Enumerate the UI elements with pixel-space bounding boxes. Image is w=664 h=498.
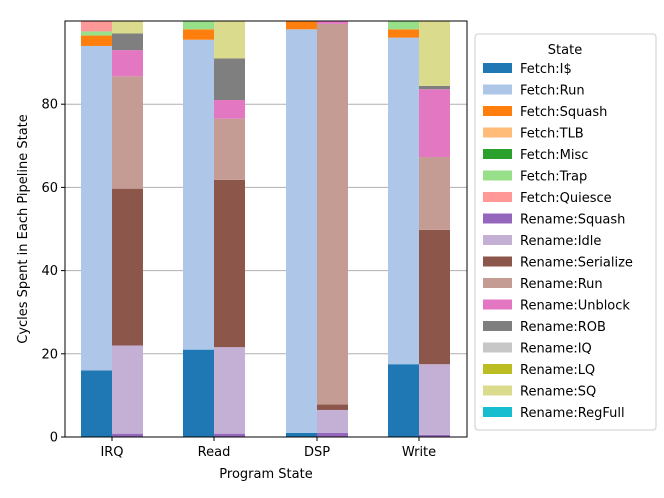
legend-label-fetch-tlb: Fetch:TLB <box>520 127 584 142</box>
legend-label-rename-regfull: Rename:RegFull <box>520 406 625 421</box>
bar-segment-dsp-rename-squash <box>317 432 348 437</box>
y-axis-label: Cycles Spent in Each Pipeline State <box>16 114 31 344</box>
legend-swatch-rename-rob <box>483 321 512 331</box>
legend-label-fetch-misc: Fetch:Misc <box>520 148 588 163</box>
x-tick-label-read: Read <box>198 445 231 460</box>
bar-segment-write-rename-run <box>419 157 450 230</box>
bar-segment-read-fetch-trap <box>183 21 214 30</box>
x-axis-label: Program State <box>219 467 312 482</box>
legend-swatch-fetch-squash <box>483 106 512 116</box>
legend-swatch-rename-serialize <box>483 256 512 267</box>
bar-segment-read-rename-sq <box>214 21 245 59</box>
bar-segment-read-rename-serialize <box>214 179 245 348</box>
plot-frame <box>64 20 468 438</box>
legend-label-fetch-squash: Fetch:Squash <box>520 105 607 120</box>
bar-segment-write-rename-rob <box>419 85 450 90</box>
legend-swatch-rename-lq <box>483 364 512 374</box>
legend-swatch-rename-run <box>483 278 512 288</box>
legend-swatch-rename-sq <box>483 385 512 396</box>
bar-segment-irq-rename-squash <box>112 433 143 437</box>
bar-segment-read-fetch-squash <box>183 29 214 40</box>
bar-segment-irq-rename-unblock <box>112 50 143 77</box>
bar-segment-dsp-fetch-run <box>286 29 317 433</box>
bar-segment-dsp-rename-serialize <box>317 404 348 410</box>
bar-segment-irq-rename-sq <box>112 21 143 34</box>
legend-label-rename-rob: Rename:ROB <box>520 320 606 335</box>
legend-label-rename-serialize: Rename:Serialize <box>520 256 633 271</box>
bar-segment-write-fetch-trap <box>388 21 419 30</box>
bar-segment-read-fetch-run <box>183 39 214 350</box>
legend: State Fetch:I$ Fetch:Run Fetch:Squash Fetch… <box>474 33 657 431</box>
y-tick-label: 60 <box>41 181 58 196</box>
legend-label-rename-lq: Rename:LQ <box>520 363 595 378</box>
axis-ticks: 0 20 40 60 80 IRQ Read DSP Write <box>41 98 436 460</box>
x-tick-label-irq: IRQ <box>100 445 123 460</box>
bar-segment-dsp-fetch-squash <box>286 21 317 30</box>
bar-segment-read-rename-rob <box>214 58 245 101</box>
legend-box <box>474 33 657 431</box>
y-tick-label: 80 <box>41 98 58 113</box>
bar-segment-read-fetch-i <box>183 349 214 437</box>
x-tick-label-write: Write <box>402 445 436 460</box>
bar-segment-irq-fetch-squash <box>81 35 112 46</box>
bar-segment-irq-fetch-trap <box>81 31 112 36</box>
bar-segment-write-rename-idle <box>419 364 450 435</box>
legend-label-fetch-i: Fetch:I$ <box>520 62 572 77</box>
bar-segment-irq-fetch-run <box>81 45 112 371</box>
y-tick-label: 0 <box>50 431 58 446</box>
legend-label-rename-sq: Rename:SQ <box>520 385 596 400</box>
y-tick-label: 20 <box>41 347 58 362</box>
legend-swatch-fetch-trap <box>483 170 512 181</box>
x-tick-label-dsp: DSP <box>304 445 330 460</box>
legend-label-fetch-trap: Fetch:Trap <box>520 170 587 185</box>
legend-swatch-rename-idle <box>483 235 512 245</box>
legend-label-rename-idle: Rename:Idle <box>520 234 601 249</box>
bar-segment-read-rename-run <box>214 118 245 180</box>
bar-segment-irq-fetch-i <box>81 370 112 437</box>
bar-segment-read-rename-idle <box>214 347 245 434</box>
bar-segment-write-rename-unblock <box>419 89 450 158</box>
bar-segment-write-rename-squash <box>419 434 450 437</box>
legend-label-rename-squash: Rename:Squash <box>520 213 625 228</box>
legend-swatch-fetch-tlb <box>483 127 512 138</box>
bar-segment-dsp-rename-idle <box>317 409 348 433</box>
bar-segment-irq-rename-run <box>112 76 143 189</box>
bar-segment-write-fetch-squash <box>388 29 419 38</box>
bar-segment-write-rename-sq <box>419 21 450 86</box>
bar-segment-read-rename-unblock <box>214 100 245 119</box>
bar-segment-irq-rename-rob <box>112 33 143 51</box>
bar-segment-write-fetch-run <box>388 37 419 365</box>
legend-swatch-fetch-run <box>483 84 512 95</box>
legend-label-fetch-run: Fetch:Run <box>520 84 585 99</box>
bar-segment-irq-rename-idle <box>112 345 143 434</box>
bar-segment-irq-fetch-quiesce <box>81 21 112 32</box>
legend-label-rename-iq: Rename:IQ <box>520 342 592 357</box>
legend-swatch-rename-unblock <box>483 299 512 310</box>
legend-swatch-fetch-i <box>483 63 512 73</box>
legend-swatch-fetch-misc <box>483 149 512 159</box>
legend-swatch-rename-squash <box>483 213 512 224</box>
y-tick-label: 40 <box>41 264 58 279</box>
bar-segment-write-rename-serialize <box>419 229 450 365</box>
legend-label-rename-run: Rename:Run <box>520 277 603 292</box>
legend-title: State <box>548 43 582 58</box>
bar-segment-dsp-rename-run <box>317 23 348 405</box>
bar-segment-write-fetch-i <box>388 364 419 437</box>
legend-swatch-fetch-quiesce <box>483 192 512 202</box>
legend-label-rename-unblock: Rename:Unblock <box>520 299 630 314</box>
bars <box>81 21 450 437</box>
bar-segment-dsp-rename-unblock <box>317 21 348 24</box>
bar-segment-irq-rename-serialize <box>112 188 143 346</box>
bar-segment-dsp-fetch-i <box>286 432 317 437</box>
legend-label-fetch-quiesce: Fetch:Quiesce <box>520 191 612 206</box>
bar-segment-read-rename-squash <box>214 433 245 437</box>
legend-swatch-rename-iq <box>483 342 512 353</box>
legend-swatch-rename-regfull <box>483 407 512 417</box>
